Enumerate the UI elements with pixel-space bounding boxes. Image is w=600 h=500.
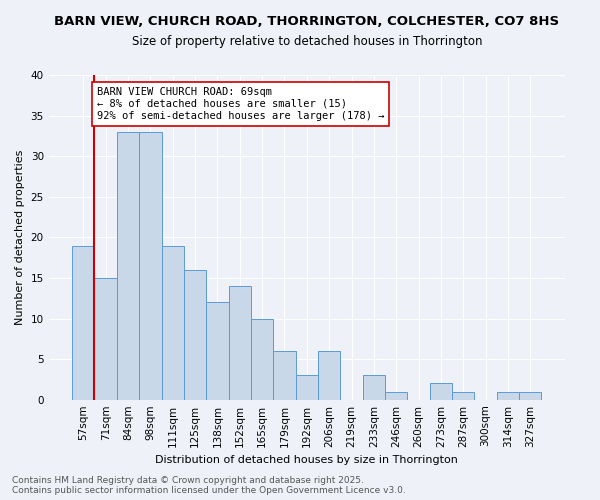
Bar: [184, 270, 206, 400]
Y-axis label: Number of detached properties: Number of detached properties: [15, 150, 25, 325]
Bar: [519, 392, 541, 400]
Bar: [273, 351, 296, 400]
Text: Contains HM Land Registry data © Crown copyright and database right 2025.
Contai: Contains HM Land Registry data © Crown c…: [12, 476, 406, 495]
Bar: [318, 351, 340, 400]
Bar: [161, 246, 184, 400]
Bar: [430, 384, 452, 400]
Text: BARN VIEW CHURCH ROAD: 69sqm
← 8% of detached houses are smaller (15)
92% of sem: BARN VIEW CHURCH ROAD: 69sqm ← 8% of det…: [97, 88, 384, 120]
Bar: [229, 286, 251, 400]
Bar: [117, 132, 139, 400]
Bar: [251, 318, 273, 400]
Bar: [452, 392, 475, 400]
Bar: [296, 376, 318, 400]
Bar: [139, 132, 161, 400]
X-axis label: Distribution of detached houses by size in Thorrington: Distribution of detached houses by size …: [155, 455, 458, 465]
Bar: [385, 392, 407, 400]
Bar: [497, 392, 519, 400]
Bar: [94, 278, 117, 400]
Title: Size of property relative to detached houses in Thorrington: Size of property relative to detached ho…: [131, 34, 482, 48]
Text: BARN VIEW, CHURCH ROAD, THORRINGTON, COLCHESTER, CO7 8HS: BARN VIEW, CHURCH ROAD, THORRINGTON, COL…: [54, 15, 559, 28]
Bar: [72, 246, 94, 400]
Bar: [206, 302, 229, 400]
Bar: [362, 376, 385, 400]
